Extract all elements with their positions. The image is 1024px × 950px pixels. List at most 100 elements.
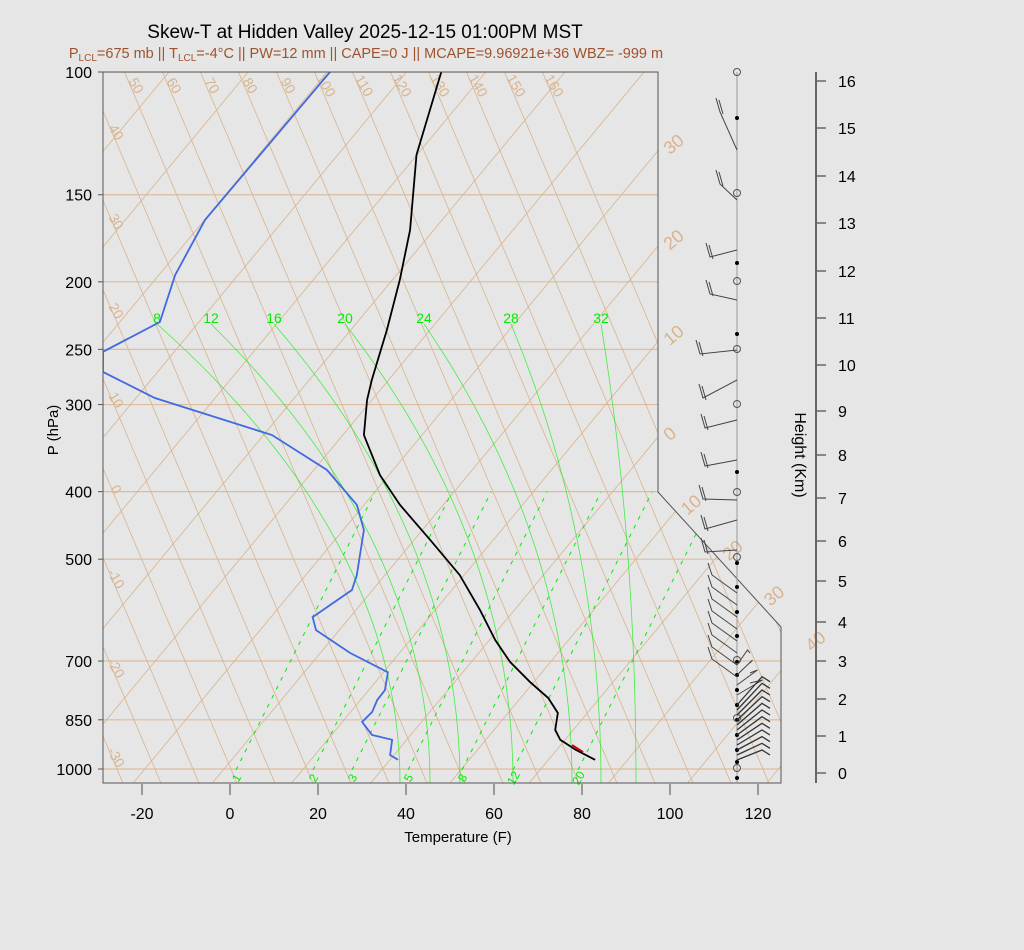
- dry-adiabat-label: 90: [278, 75, 300, 97]
- height-tick-label: 3: [838, 654, 847, 671]
- dry-adiabat-line: [275, 72, 585, 783]
- moist-adiabat-line: [510, 323, 602, 783]
- dry-adiabat-label: 150: [504, 71, 530, 99]
- moist-adiabat-line: [423, 323, 573, 783]
- dry-adiabat-label: 20: [106, 300, 128, 322]
- moist-adiabat-line: [344, 323, 514, 783]
- dry-adiabat-line: [103, 72, 243, 783]
- dry-adiabat-label: 110: [352, 72, 377, 100]
- isotherm-line: [528, 72, 781, 783]
- wind-barb: [736, 722, 771, 741]
- wind-barb-feather: [701, 385, 707, 401]
- dry-adiabat-line: [465, 72, 775, 783]
- dry-adiabat-label: 10: [106, 389, 128, 411]
- wind-barb: [736, 675, 771, 706]
- dry-adiabat-label: 40: [106, 121, 128, 143]
- barb-dot: [735, 332, 739, 336]
- wind-barb: [705, 279, 738, 301]
- temperature-tick-label: 40: [397, 806, 415, 823]
- isotherm-label: 20: [660, 226, 688, 254]
- wind-barb: [707, 646, 738, 678]
- isotherm-line: [103, 72, 407, 783]
- height-tick-label: 11: [838, 311, 855, 328]
- temperature-tick-label: 0: [226, 806, 235, 823]
- wind-barb-feather: [703, 516, 709, 532]
- isotherm-line: [132, 72, 724, 783]
- wind-barb-feather: [703, 415, 709, 431]
- wind-barb: [700, 451, 738, 467]
- dry-adiabat-line: [103, 72, 281, 783]
- isotherm-line: [103, 72, 566, 783]
- wind-barb: [707, 622, 738, 654]
- height-tick-label: 16: [838, 74, 856, 91]
- wind-barb-feather: [708, 281, 714, 297]
- isotherm-line: [103, 72, 645, 783]
- wind-barb: [736, 679, 763, 696]
- isotherm-line: [291, 72, 781, 783]
- barb-circle: [733, 488, 741, 496]
- height-tick-label: 12: [838, 264, 856, 281]
- grid-lines: [103, 72, 781, 783]
- wind-barb: [736, 649, 751, 666]
- profiles: [103, 72, 596, 761]
- wind-barbs: [695, 68, 771, 783]
- wind-barb-feather: [703, 539, 709, 555]
- wind-barb: [736, 682, 771, 711]
- wind-barb: [736, 709, 771, 731]
- mixing-ratio-label: 8: [455, 771, 471, 784]
- pressure-tick-label: 500: [65, 552, 92, 569]
- isotherm-label: 30: [660, 130, 688, 158]
- mixing-ratio-line: [407, 491, 548, 771]
- wind-barb: [707, 586, 738, 618]
- wind-barb-feather: [701, 486, 707, 502]
- wind-barb-feather: [708, 244, 714, 260]
- isotherm-line: [103, 72, 487, 783]
- height-tick-label: 8: [838, 448, 847, 465]
- dry-adiabat-label: 140: [466, 71, 492, 99]
- isotherm-line: [608, 72, 781, 783]
- barb-circle: [733, 764, 741, 772]
- dry-adiabat-label: 30: [106, 211, 128, 233]
- wind-barb: [736, 735, 771, 751]
- pressure-tick-label: 250: [65, 342, 92, 359]
- dry-adiabat-label: 60: [164, 75, 186, 97]
- dry-adiabat-line: [103, 72, 357, 783]
- moist-adiabat-line: [156, 323, 401, 783]
- height-tick-label: 1: [838, 729, 847, 746]
- height-tick-label: 9: [838, 404, 847, 421]
- dry-adiabat-line: [103, 72, 395, 783]
- wind-barb: [736, 669, 758, 686]
- height-axis-label: Height (Km): [791, 412, 808, 497]
- wind-barb: [695, 339, 738, 355]
- wind-barb: [705, 242, 738, 258]
- dry-adiabat-line: [103, 72, 319, 783]
- mixing-ratio-label: 3: [345, 771, 361, 784]
- mixing-ratio-label: 12: [504, 768, 523, 787]
- barb-dot: [735, 688, 739, 692]
- pressure-tick-label: 1000: [56, 762, 92, 779]
- dry-adiabat-line: [313, 72, 623, 783]
- moist-adiabat-label: 28: [503, 310, 519, 326]
- moist-adiabat-label: 32: [593, 310, 609, 326]
- moist-adiabat-label: 16: [266, 310, 282, 326]
- subtitle-p-prefix: P: [69, 46, 79, 62]
- barb-circle: [733, 400, 741, 408]
- moist-adiabat-line: [210, 323, 431, 783]
- temperature-tick-label: 20: [309, 806, 327, 823]
- wind-barb: [715, 97, 738, 151]
- barb-dot: [735, 776, 739, 780]
- wind-barb: [736, 695, 771, 721]
- barb-circle: [733, 277, 741, 285]
- barb-circle: [733, 189, 741, 197]
- lcl-segment-line: [571, 744, 584, 753]
- wind-barb: [736, 715, 771, 736]
- pressure-tick-label: 400: [65, 485, 92, 502]
- isotherm-label: 30: [760, 582, 788, 610]
- height-tick-label: 7: [838, 491, 847, 508]
- wind-barb: [700, 514, 738, 530]
- isotherm-line: [103, 72, 249, 783]
- mixing-ratio-label: 5: [401, 771, 417, 784]
- wind-barb-feather: [718, 99, 724, 115]
